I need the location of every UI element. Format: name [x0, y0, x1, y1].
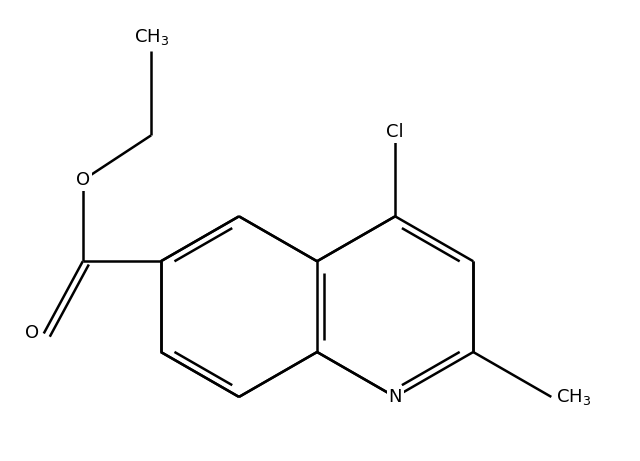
Text: O: O [25, 325, 39, 343]
Text: CH$_3$: CH$_3$ [134, 27, 169, 47]
Text: CH$_3$: CH$_3$ [556, 387, 591, 407]
Text: O: O [76, 171, 90, 189]
Text: Cl: Cl [387, 124, 404, 142]
Text: N: N [388, 388, 402, 406]
